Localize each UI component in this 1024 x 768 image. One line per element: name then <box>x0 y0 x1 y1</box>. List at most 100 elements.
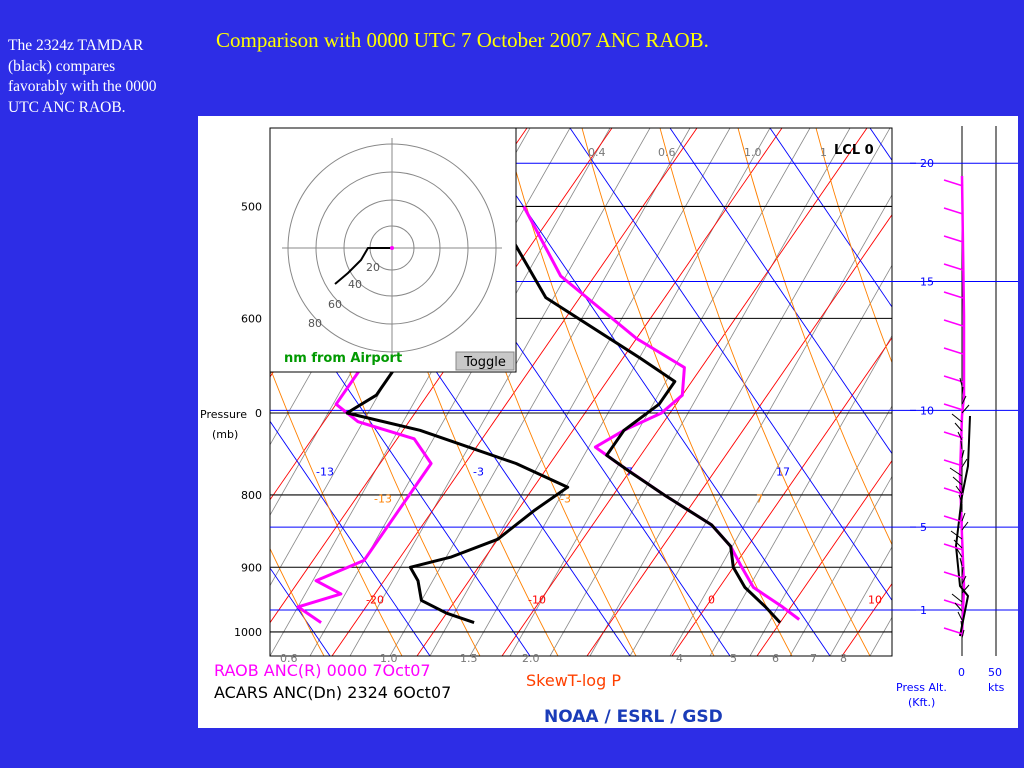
pressure-axis-label-line1: Pressure <box>200 408 247 421</box>
acars-wind-barb <box>954 602 963 612</box>
grid-line <box>349 128 651 656</box>
profile-acars-dewpoint <box>345 229 570 625</box>
acars-wind-barb <box>961 629 965 639</box>
raob-wind-barb <box>943 263 964 271</box>
wind-units: kts <box>988 681 1005 694</box>
moist-adiabat-line <box>198 128 230 656</box>
acars-wind-barb <box>958 494 963 504</box>
skewt-panel: 500 600 0 800 900 1000 -13 -3 7 17 -13 -3 7 -20 -10 0 10… <box>198 116 1018 728</box>
grid-line <box>990 128 1018 656</box>
acars-wind-barb <box>961 404 970 414</box>
dry-adiabat-line <box>581 128 793 656</box>
acars-wind-barb <box>949 467 963 477</box>
raob-wind-barb <box>943 291 964 299</box>
isotherm-line <box>416 128 783 656</box>
moist-adiabat-line <box>970 128 1018 656</box>
moist-adiabat-line <box>669 128 892 455</box>
mixing-ratio-label: 0.6 <box>280 652 298 665</box>
toggle-button[interactable]: Toggle <box>455 351 515 371</box>
airport-marker <box>390 246 394 250</box>
acars-wind-barb <box>951 413 963 423</box>
raob-wind-barb <box>943 347 964 355</box>
mixing-ratio-label: 1 <box>820 146 827 159</box>
acars-wind-barb <box>961 521 969 531</box>
slide-title: Comparison with 0000 UTC 7 October 2007 … <box>216 28 709 52</box>
acars-wind-barb <box>961 458 968 468</box>
chart-title: SkewT-log P <box>526 671 621 690</box>
isotherm-line <box>270 128 613 624</box>
lcl-label: LCL 0 <box>834 143 874 158</box>
range-label: 60 <box>328 298 342 311</box>
acars-wind-barb <box>960 440 963 450</box>
grid-line <box>669 264 892 656</box>
dry-adiabat-label: -3 <box>560 493 571 506</box>
dry-adiabat-line <box>659 128 871 656</box>
raob-wind-barb <box>943 207 964 215</box>
mixing-ratio-label: 5 <box>730 652 737 665</box>
toggle-label: Toggle <box>463 355 506 370</box>
raob-wind-barb <box>943 627 964 635</box>
range-label: 40 <box>348 278 362 291</box>
moist-adiabat-line <box>769 128 892 308</box>
isotherm-line <box>927 128 1018 656</box>
isotherm-line <box>841 582 892 656</box>
pressure-axis-label: Pressure (mb) <box>200 408 250 441</box>
legend-raob: RAOB ANC(R) 0000 7Oct07 <box>214 661 431 680</box>
dry-adiabat-line <box>270 366 403 656</box>
moist-adiabat-label: -3 <box>473 465 484 478</box>
moist-adiabat-line <box>270 273 531 656</box>
grid-line <box>749 405 892 656</box>
grid-line <box>469 128 771 656</box>
dry-adiabat-line <box>737 128 892 546</box>
raob-wind-barb <box>943 515 964 523</box>
side-note: The 2324z TAMDAR (black) compares favora… <box>8 37 157 116</box>
grid-line <box>549 128 851 656</box>
dry-adiabat-line <box>894 128 1018 656</box>
isotherm-label: -20 <box>366 594 384 607</box>
range-label: 20 <box>366 261 380 274</box>
chart-footer: NOAA / ESRL / GSD <box>544 707 723 727</box>
grid-line <box>389 128 691 656</box>
grid-line <box>589 128 891 656</box>
isotherm-line <box>1012 128 1018 656</box>
inset-caption: nm from Airport <box>284 351 402 366</box>
mixing-ratio-label: 0.4 <box>588 146 606 159</box>
acars-wind-barb <box>961 395 967 405</box>
acars-wind-barb <box>957 431 963 441</box>
acars-wind-barb <box>961 449 965 459</box>
mixing-ratio-label: 0.6 <box>658 146 676 159</box>
pressure-tick-label: 600 <box>241 312 262 325</box>
acars-wind-barb <box>952 476 963 486</box>
acars-wind-barb <box>961 566 964 576</box>
acars-wind-profile <box>954 415 971 637</box>
isotherm-line <box>756 459 892 656</box>
dry-adiabat-line <box>198 128 246 656</box>
altitude-axis-label: Press Alt. <box>896 681 947 694</box>
acars-wind-barb <box>961 584 970 594</box>
wind-tick-50: 50 <box>988 666 1002 679</box>
pressure-tick-label: 0 <box>255 407 262 420</box>
pressure-tick-label: 1000 <box>234 626 262 639</box>
raob-wind-profile <box>958 175 966 637</box>
mixing-ratio-label: 8 <box>840 652 847 665</box>
flight-track <box>334 247 392 285</box>
mixing-ratio-label: 6 <box>772 652 779 665</box>
dry-adiabat-label: -13 <box>374 493 392 506</box>
raob-wind-barb <box>943 319 964 327</box>
acars-wind-barb <box>957 611 963 621</box>
acars-wind-barb <box>955 485 963 495</box>
raob-wind-barb <box>943 235 964 243</box>
mixing-ratio-label: 1.5 <box>460 652 478 665</box>
pressure-tick-label: 800 <box>241 489 262 502</box>
grid-line <box>270 128 571 656</box>
isotherm-line <box>586 214 892 656</box>
raob-wind-barb <box>943 543 964 551</box>
profile-acars-temperature <box>505 229 782 624</box>
moist-adiabat-line <box>270 420 431 656</box>
grid-line <box>309 128 611 656</box>
grid-line <box>709 334 892 656</box>
altitude-tick-label: 10 <box>920 404 934 417</box>
altitude-tick-label: 1 <box>920 604 927 617</box>
grid-line <box>198 128 210 656</box>
